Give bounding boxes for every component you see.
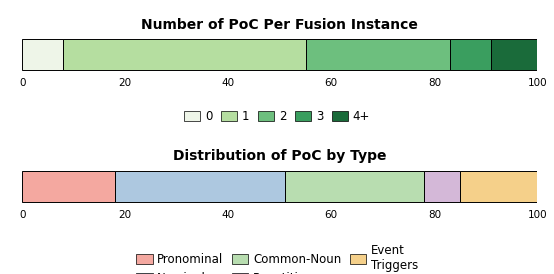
Bar — [450, 39, 491, 70]
Bar — [306, 39, 450, 70]
Bar — [22, 39, 63, 70]
Bar — [115, 171, 285, 202]
Title: Number of PoC Per Fusion Instance: Number of PoC Per Fusion Instance — [141, 18, 418, 32]
Bar — [491, 39, 537, 70]
Bar — [22, 171, 115, 202]
Legend: Pronominal, Nominal, Common-Noun, Repetition, Event
Triggers: Pronominal, Nominal, Common-Noun, Repeti… — [136, 244, 418, 274]
Bar — [63, 39, 306, 70]
Legend: 0, 1, 2, 3, 4+: 0, 1, 2, 3, 4+ — [184, 110, 370, 123]
Bar — [285, 171, 424, 202]
Bar — [460, 171, 537, 202]
Bar — [424, 171, 460, 202]
Title: Distribution of PoC by Type: Distribution of PoC by Type — [173, 149, 387, 163]
